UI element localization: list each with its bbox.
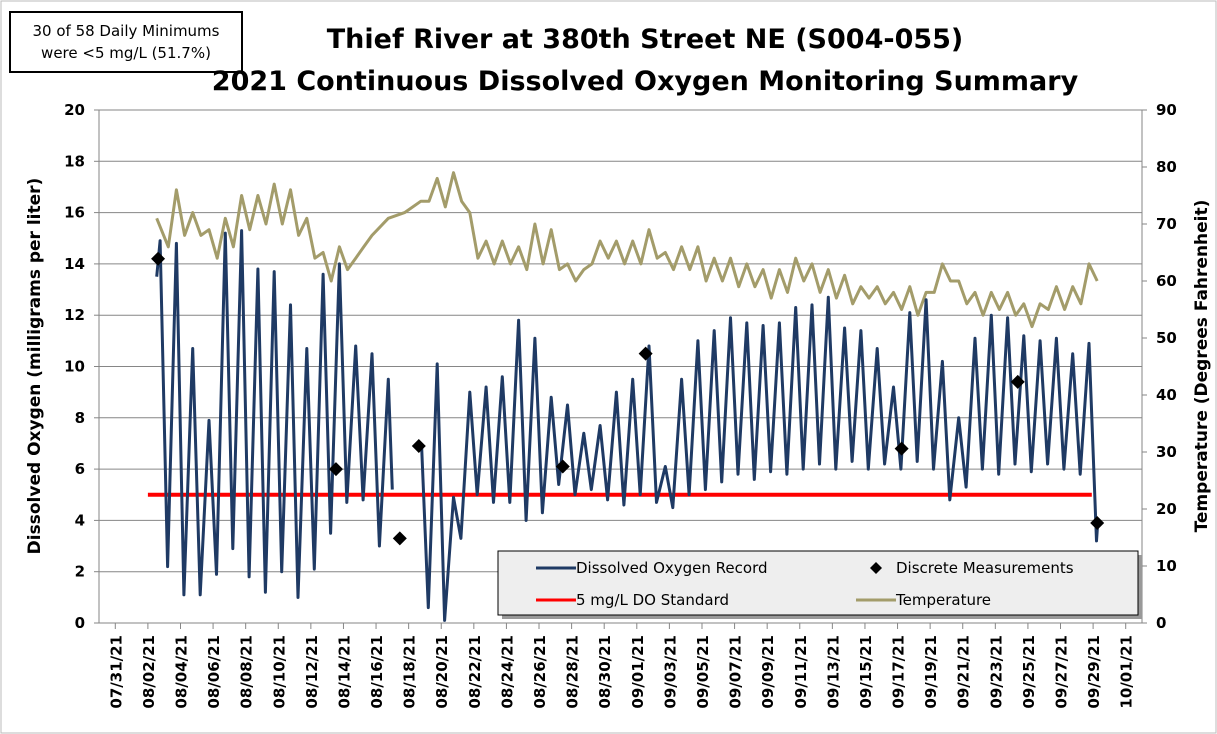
- x-tick-label: 08/20/21: [433, 635, 451, 709]
- y2-tick-label: 50: [1156, 329, 1177, 347]
- y-tick-label: 2: [75, 563, 85, 581]
- x-tick-label: 09/15/21: [857, 635, 875, 709]
- x-tick-label: 08/16/21: [368, 635, 386, 709]
- x-tick-label: 09/29/21: [1085, 635, 1103, 709]
- y2-tick-label: 20: [1156, 500, 1177, 518]
- y-tick-label: 14: [64, 255, 85, 273]
- y2-tick-label: 10: [1156, 557, 1177, 575]
- y2-tick-label: 30: [1156, 443, 1177, 461]
- x-tick-label: 08/04/21: [172, 635, 190, 709]
- x-tick-label: 08/06/21: [205, 635, 223, 709]
- y-tick-label: 0: [75, 614, 85, 632]
- legend-label: 5 mg/L DO Standard: [576, 591, 729, 609]
- x-tick-label: 08/12/21: [303, 635, 321, 709]
- data-point: [555, 459, 570, 474]
- annotation: were <5 mg/L (51.7%): [41, 44, 211, 62]
- y2-tick-label: 70: [1156, 215, 1177, 233]
- x-tick-label: 09/27/21: [1053, 635, 1071, 709]
- y2-axis-label: Temperature (Degrees Fahrenheit): [1192, 200, 1212, 533]
- data-point: [392, 531, 407, 546]
- x-tick-label: 09/03/21: [661, 635, 679, 709]
- data-point: [1010, 374, 1025, 389]
- legend-label: Temperature: [895, 591, 991, 609]
- data-line: [420, 295, 1100, 622]
- y2-tick-label: 80: [1156, 158, 1177, 176]
- y-tick-label: 12: [64, 306, 85, 324]
- data-point: [894, 441, 909, 456]
- annotation: 30 of 58 Daily Minimums: [33, 22, 220, 40]
- y2-tick-label: 60: [1156, 272, 1177, 290]
- x-tick-label: 08/02/21: [140, 635, 158, 709]
- x-tick-label: 09/23/21: [987, 635, 1005, 709]
- y-tick-label: 16: [64, 204, 85, 222]
- x-tick-label: 08/28/21: [564, 635, 582, 709]
- legend-label: Dissolved Oxygen Record: [576, 559, 768, 577]
- y-axis-label: Dissolved Oxygen (milligrams per liter): [25, 178, 45, 555]
- data-line: [155, 229, 394, 599]
- x-tick-label: 09/09/21: [759, 635, 777, 709]
- data-point: [328, 462, 343, 477]
- x-tick-label: 09/07/21: [727, 635, 745, 709]
- y-tick-label: 4: [75, 511, 85, 529]
- data-point: [1090, 515, 1105, 530]
- chart-title: Thief River at 380th Street NE (S004-055…: [327, 24, 964, 55]
- x-tick-label: 08/08/21: [238, 635, 256, 709]
- annotation-box: [9, 11, 243, 73]
- x-tick-label: 09/25/21: [1020, 635, 1038, 709]
- x-tick-label: 08/22/21: [466, 635, 484, 709]
- y2-tick-label: 90: [1156, 101, 1177, 119]
- x-tick-label: 09/19/21: [922, 635, 940, 709]
- data-line: [155, 171, 1099, 329]
- y-tick-label: 18: [64, 152, 85, 170]
- y2-tick-label: 0: [1156, 614, 1166, 632]
- chart-title: 2021 Continuous Dissolved Oxygen Monitor…: [212, 66, 1079, 97]
- legend-label: Discrete Measurements: [896, 559, 1074, 577]
- x-tick-label: 10/01/21: [1118, 635, 1136, 709]
- x-tick-label: 07/31/21: [107, 635, 125, 709]
- x-tick-label: 08/14/21: [335, 635, 353, 709]
- x-tick-label: 09/01/21: [629, 635, 647, 709]
- y-tick-label: 6: [75, 460, 85, 478]
- x-tick-label: 09/17/21: [890, 635, 908, 709]
- x-tick-label: 08/10/21: [270, 635, 288, 709]
- x-tick-label: 08/24/21: [498, 635, 516, 709]
- data-point: [411, 439, 426, 454]
- x-tick-label: 09/13/21: [824, 635, 842, 709]
- y2-tick-label: 40: [1156, 386, 1177, 404]
- y-tick-label: 10: [64, 358, 85, 376]
- x-tick-label: 08/26/21: [531, 635, 549, 709]
- data-point: [151, 251, 166, 266]
- plot-frame: [98, 109, 1143, 624]
- legend-marker: [870, 562, 882, 574]
- x-tick-label: 08/30/21: [596, 635, 614, 709]
- y-tick-label: 20: [64, 101, 85, 119]
- y-tick-label: 8: [75, 409, 85, 427]
- x-tick-label: 09/11/21: [792, 635, 810, 709]
- legend-box: [497, 550, 1139, 616]
- data-point: [638, 346, 653, 361]
- x-tick-label: 08/18/21: [401, 635, 419, 709]
- x-tick-label: 09/21/21: [955, 635, 973, 709]
- x-tick-label: 09/05/21: [694, 635, 712, 709]
